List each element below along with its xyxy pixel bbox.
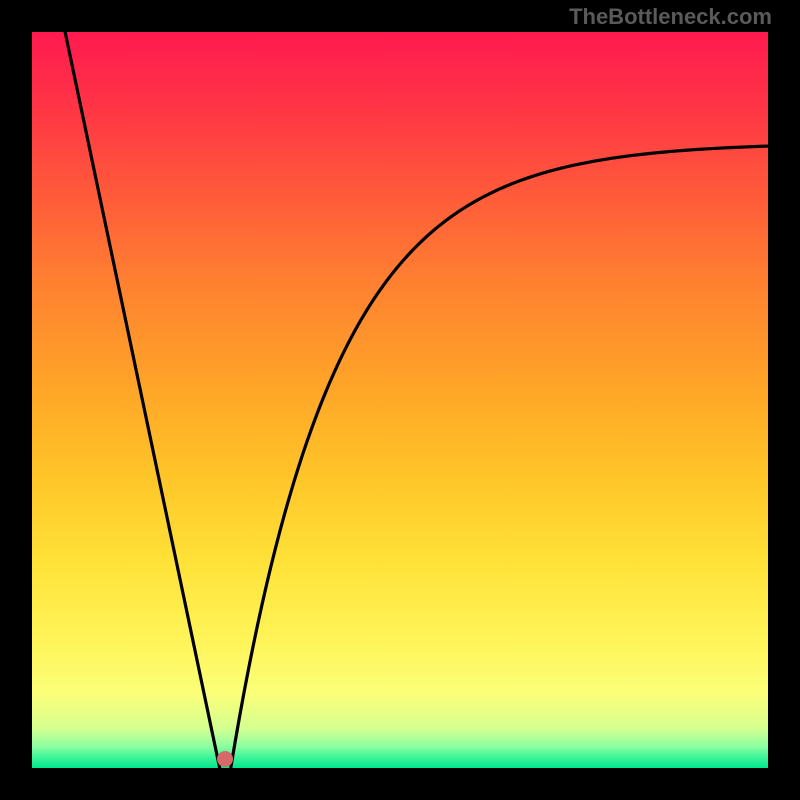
curve-right-branch (231, 146, 768, 768)
chart-curves (32, 32, 768, 768)
optimum-marker (217, 751, 233, 767)
chart-frame (0, 0, 800, 800)
watermark-text: TheBottleneck.com (569, 4, 772, 30)
plot-area (32, 32, 768, 768)
curve-left-branch (65, 32, 220, 768)
